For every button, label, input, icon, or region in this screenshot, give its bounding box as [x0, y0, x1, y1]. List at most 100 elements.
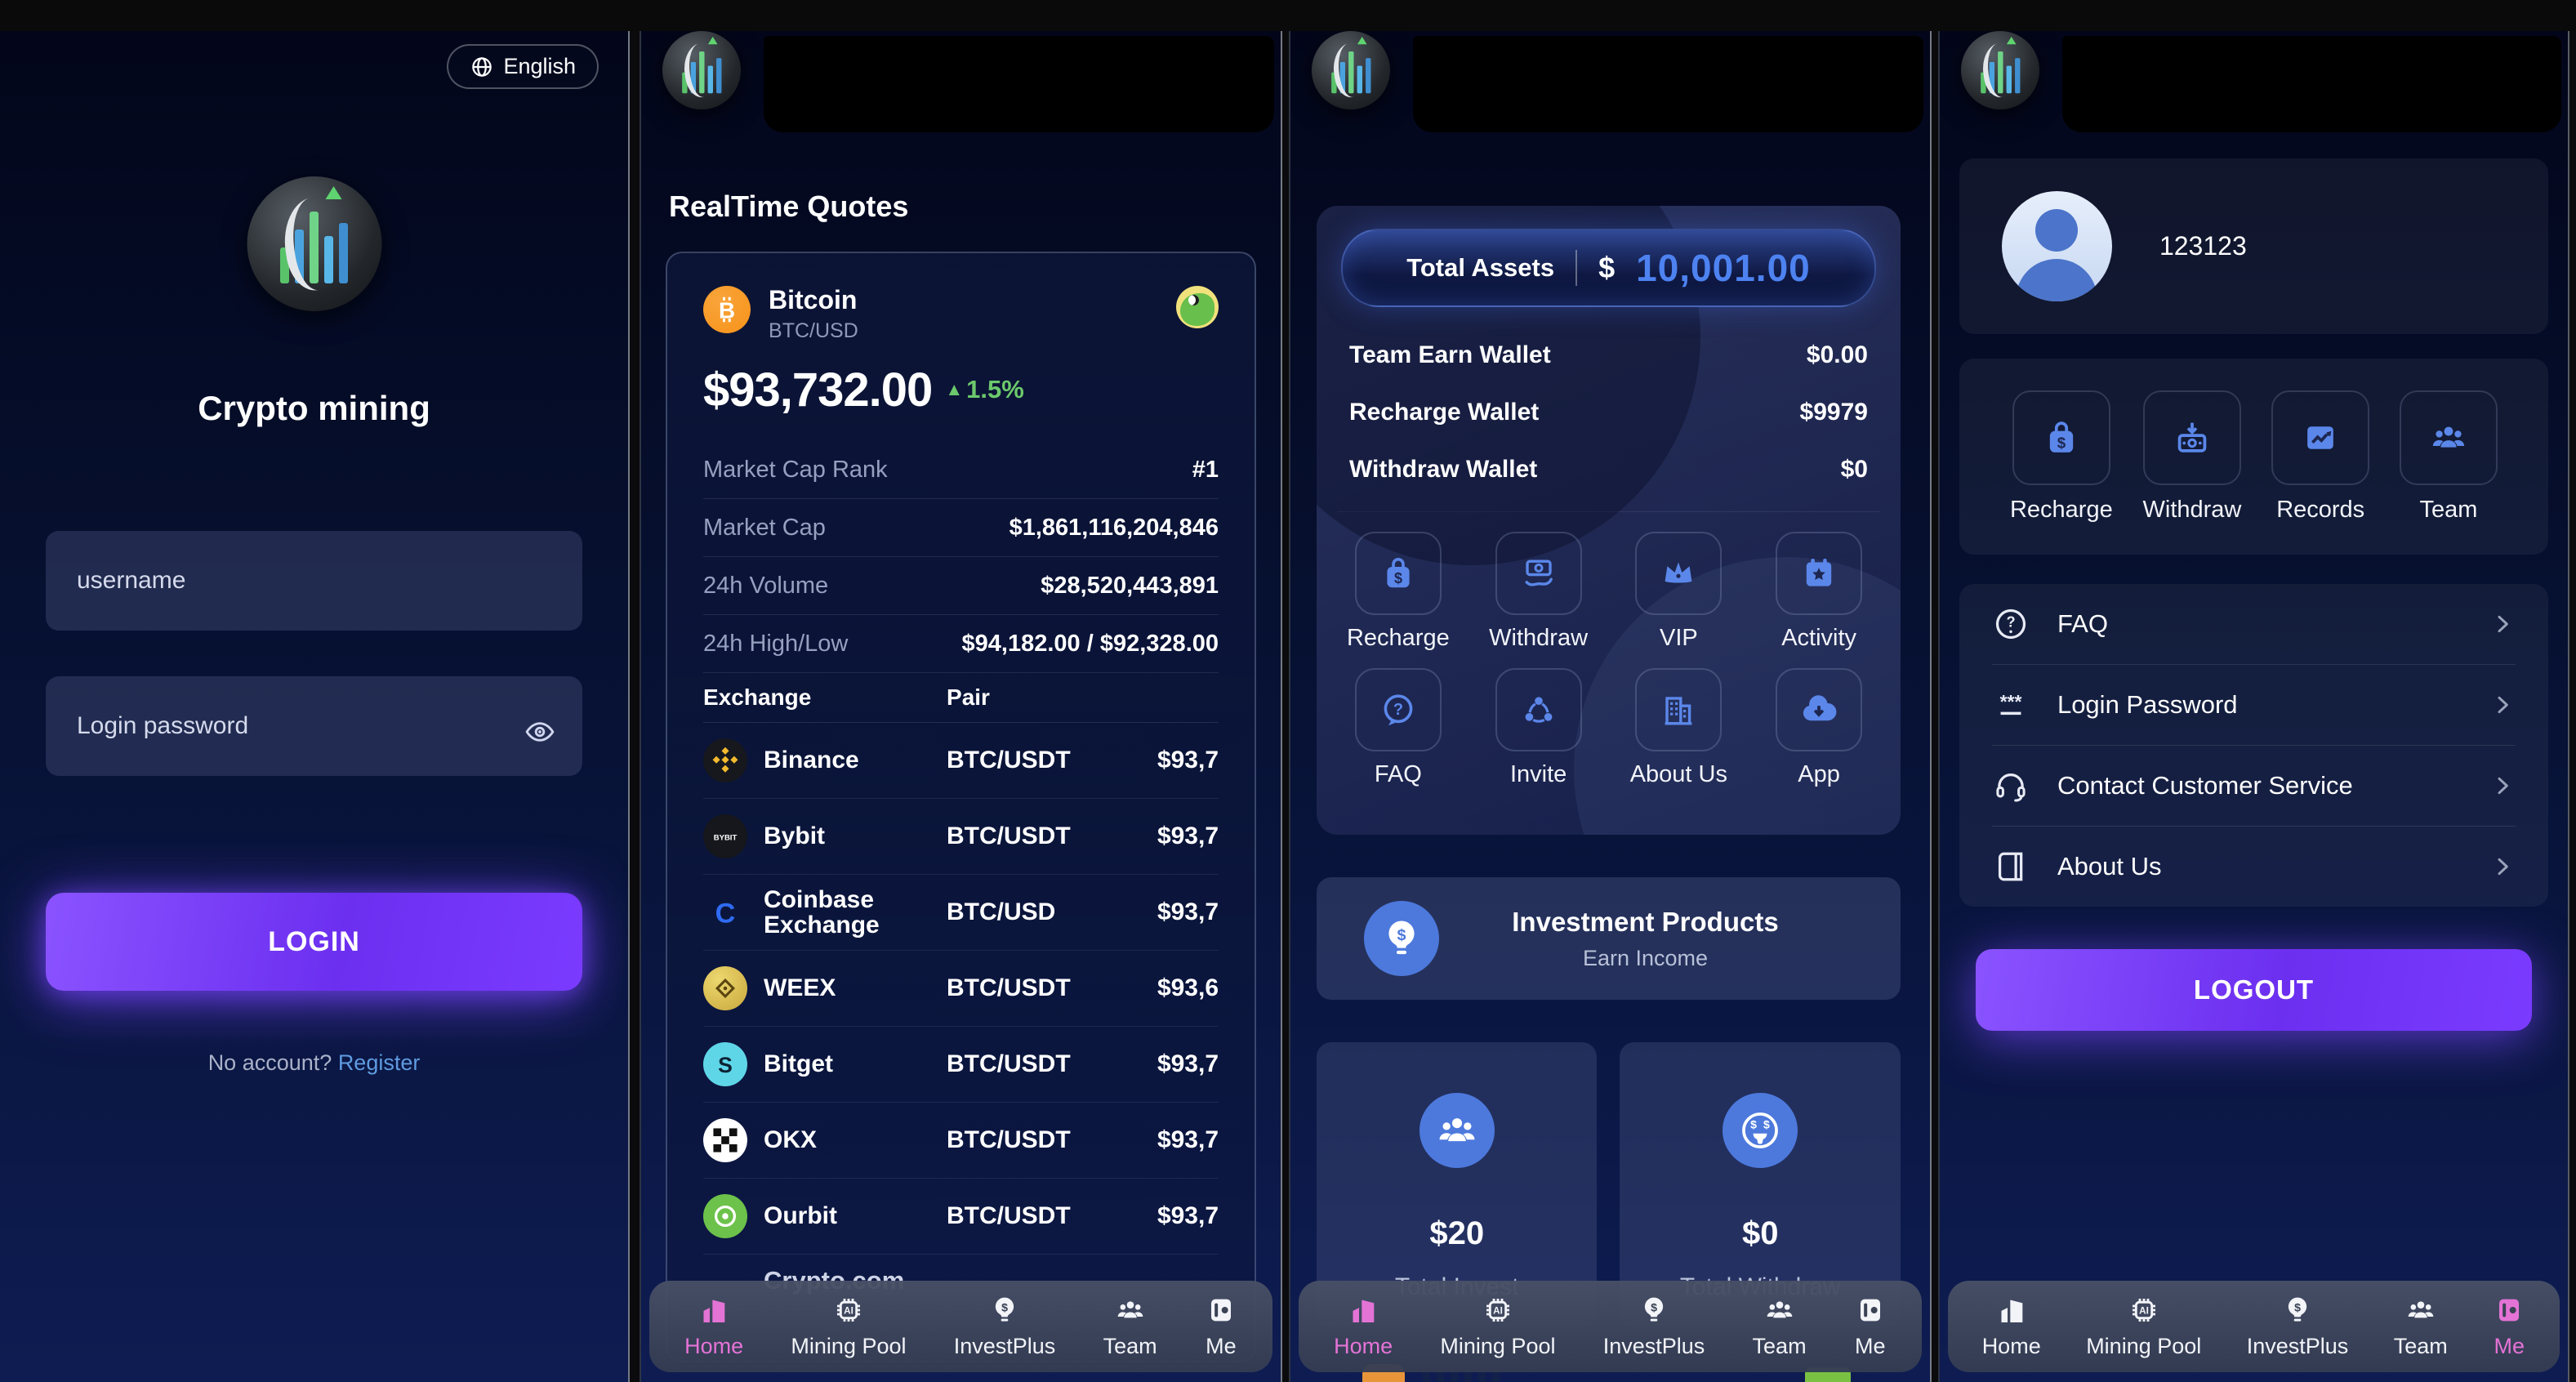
wallet-value: $9979	[1799, 399, 1868, 426]
exchange-row-ourbit[interactable]: Ourbit BTC/USDT $93,7	[703, 1179, 1219, 1255]
action-recharge[interactable]: Recharge	[1328, 532, 1468, 652]
stat-label: 24h High/Low	[703, 630, 849, 657]
nav-label: Team	[1752, 1334, 1807, 1358]
action-label: Team	[2419, 496, 2478, 523]
calendar-star-icon	[1799, 554, 1838, 593]
weex-icon	[703, 966, 748, 1010]
exchange-price: $93,7	[1157, 747, 1219, 773]
exchange-row-coinbase[interactable]: C Coinbase Exchange BTC/USD $93,7	[703, 875, 1219, 951]
profile-card-icon	[2493, 1294, 2525, 1326]
stat-row: Market Cap $1,861,116,204,846	[703, 499, 1219, 557]
nav-investplus[interactable]: InvestPlus	[1603, 1294, 1705, 1359]
crown-icon	[1659, 554, 1698, 593]
nav-me[interactable]: Me	[2493, 1294, 2525, 1359]
coin-name: Bitcoin	[769, 285, 858, 314]
coin-price: $93,732.00	[703, 363, 933, 417]
nav-me[interactable]: Me	[1205, 1294, 1237, 1359]
nav-label: Me	[2494, 1334, 2525, 1358]
exchange-row-binance[interactable]: Binance BTC/USDT $93,7	[703, 723, 1219, 799]
exchange-pair: BTC/USDT	[947, 747, 1071, 773]
me-action-withdraw[interactable]: Withdraw	[2142, 390, 2242, 524]
dashboard-header	[1290, 31, 1930, 139]
nav-label: Team	[1103, 1334, 1157, 1358]
action-about-us[interactable]: About Us	[1608, 668, 1749, 788]
action-faq[interactable]: FAQ	[1328, 668, 1468, 788]
nav-team[interactable]: Team	[2394, 1294, 2448, 1359]
me-menu-card: FAQ Login Password Contact Customer Serv…	[1959, 584, 2549, 907]
nav-team[interactable]: Team	[1753, 1294, 1807, 1359]
menu-item-about-us[interactable]: About Us	[1992, 827, 2516, 907]
nav-label: Home	[1981, 1334, 2041, 1358]
wallet-row: Recharge Wallet $9979	[1326, 384, 1891, 441]
language-selector[interactable]: English	[446, 44, 599, 89]
register-link[interactable]: Register	[337, 1050, 421, 1075]
action-label: Withdraw	[2142, 496, 2242, 523]
menu-item-login-password[interactable]: Login Password	[1991, 665, 2516, 746]
action-invite[interactable]: Invite	[1468, 668, 1609, 788]
book-icon	[1992, 848, 2030, 885]
exchange-name: Bybit	[764, 823, 826, 850]
menu-item-contact-customer-service[interactable]: Contact Customer Service	[1991, 746, 2516, 827]
chevron-right-icon	[2489, 854, 2516, 880]
frog-widget-icon	[1176, 286, 1219, 328]
exchange-pair: BTC/USDT	[947, 1202, 1071, 1229]
password-input[interactable]	[46, 676, 583, 776]
people-icon	[1114, 1294, 1147, 1326]
nav-mining-pool[interactable]: Mining Pool	[1440, 1294, 1555, 1359]
binance-icon	[703, 738, 748, 782]
status-bar	[0, 0, 2576, 31]
action-app[interactable]: App	[1749, 668, 1889, 788]
exchange-pair: BTC/USDT	[947, 823, 1071, 849]
col-exchange: Exchange	[703, 684, 812, 710]
money-down-icon	[2172, 417, 2213, 458]
exchange-row-bitget[interactable]: S Bitget BTC/USDT $93,7	[703, 1027, 1219, 1103]
bottom-nav: Home Mining Pool InvestPlus Team Me	[649, 1281, 1273, 1372]
login-screen: English Crypto mining LOGIN No account? …	[0, 31, 629, 1382]
wallet-list: Team Earn Wallet $0.00 Recharge Wallet $…	[1326, 327, 1891, 498]
nav-me[interactable]: Me	[1854, 1294, 1887, 1359]
exchange-row-weex[interactable]: WEEX BTC/USDT $93,6	[703, 951, 1219, 1027]
nav-label: Mining Pool	[1440, 1334, 1556, 1358]
action-withdraw[interactable]: Withdraw	[1468, 532, 1609, 652]
app-logo	[1311, 31, 1390, 109]
bottom-nav: Home Mining Pool InvestPlus Team Me	[1947, 1281, 2560, 1372]
bulb-dollar-icon	[988, 1294, 1021, 1326]
exchange-table-header: Exchange Pair	[703, 673, 1219, 723]
login-button[interactable]: LOGIN	[46, 893, 583, 991]
cloud-download-icon	[1799, 690, 1838, 729]
nav-home[interactable]: Home	[684, 1294, 743, 1359]
menu-label: About Us	[2057, 852, 2162, 880]
screen-divider	[1281, 31, 1290, 1382]
exchange-name: Ourbit	[764, 1202, 838, 1230]
nav-mining-pool[interactable]: Mining Pool	[791, 1294, 907, 1359]
nav-team[interactable]: Team	[1103, 1294, 1157, 1359]
stat-row: 24h Volume $28,520,443,891	[703, 557, 1219, 615]
show-password-icon[interactable]	[524, 716, 556, 748]
coin-pair: BTC/USD	[769, 319, 858, 343]
investment-products-card[interactable]: Investment Products Earn Income	[1316, 877, 1901, 1000]
nav-mining-pool[interactable]: Mining Pool	[2086, 1294, 2201, 1359]
username-input[interactable]	[46, 531, 583, 631]
exchange-name: OKX	[764, 1126, 818, 1154]
exchange-row-okx[interactable]: OKX BTC/USDT $93,7	[703, 1103, 1219, 1179]
action-vip[interactable]: VIP	[1608, 532, 1749, 652]
redacted-bar	[764, 36, 1275, 132]
menu-item-faq[interactable]: FAQ	[1991, 584, 2516, 665]
exchange-row-bybit[interactable]: BYBIT Bybit BTC/USDT $93,7	[703, 799, 1219, 875]
me-action-team[interactable]: Team	[2400, 390, 2498, 524]
me-action-records[interactable]: Records	[2271, 390, 2370, 524]
nav-label: Home	[1334, 1334, 1393, 1358]
exchange-price: $93,7	[1157, 1050, 1219, 1077]
nav-investplus[interactable]: InvestPlus	[2247, 1294, 2348, 1359]
nav-home[interactable]: Home	[1982, 1294, 2041, 1359]
action-activity[interactable]: Activity	[1749, 532, 1889, 652]
nav-investplus[interactable]: InvestPlus	[954, 1294, 1055, 1359]
logout-button[interactable]: LOGOUT	[1975, 949, 2533, 1031]
nav-home[interactable]: Home	[1334, 1294, 1393, 1359]
quotes-header	[641, 31, 1281, 139]
menu-label: Contact Customer Service	[2057, 771, 2353, 800]
currency-symbol: $	[1598, 251, 1616, 284]
people-icon	[2428, 417, 2469, 458]
me-action-recharge[interactable]: Recharge	[2010, 390, 2113, 524]
